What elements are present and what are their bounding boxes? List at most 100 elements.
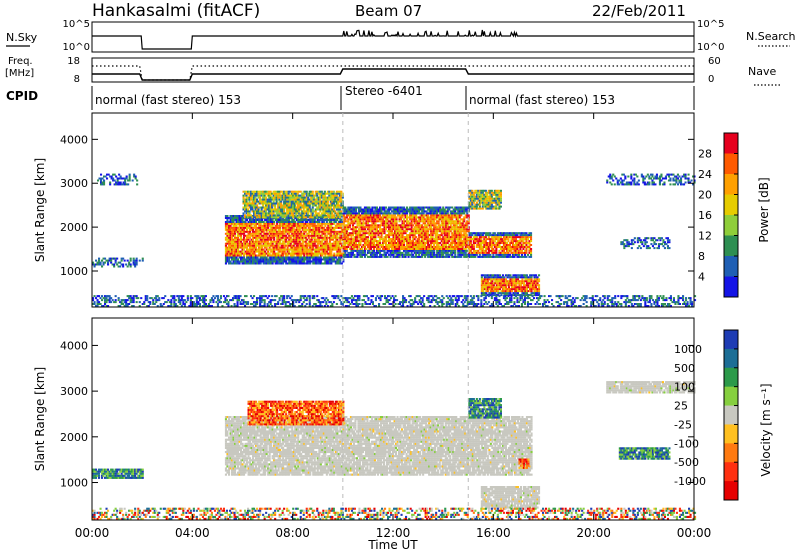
power-cell (324, 244, 327, 247)
power-cell (133, 173, 136, 176)
power-cell (314, 216, 317, 219)
power-cell (98, 263, 101, 266)
power-cell (299, 212, 302, 215)
power-cell (290, 198, 293, 201)
power-cell (265, 252, 268, 255)
power-cell (273, 254, 276, 257)
power-cell (300, 246, 303, 249)
cpid-segment-1: normal (fast stereo) 153 (95, 93, 241, 107)
power-cell (240, 222, 243, 225)
power-cell (235, 230, 238, 233)
power-cell (316, 192, 319, 195)
power-cell (336, 219, 339, 221)
power-cell (262, 240, 265, 243)
power-cell (347, 251, 350, 254)
power-cell (306, 238, 309, 241)
power-cell (297, 232, 300, 235)
power-cell (342, 253, 345, 256)
power-cell (307, 260, 310, 263)
power-cell (298, 260, 301, 263)
power-cell (251, 204, 254, 207)
power-cell (252, 221, 255, 223)
power-cell (341, 204, 344, 207)
power-cell (311, 196, 314, 199)
power-cell (292, 248, 295, 251)
power-cell (243, 226, 246, 229)
power-cell (292, 240, 295, 243)
power-cell (280, 208, 283, 211)
power-cell (301, 206, 304, 209)
power-cell (480, 238, 483, 241)
power-cell (306, 232, 309, 235)
power-cell (342, 248, 345, 250)
power-cell (272, 216, 275, 219)
power-cell (238, 256, 241, 259)
power-cell (342, 240, 345, 243)
power-cell (328, 238, 331, 241)
power-cell (267, 228, 270, 231)
power-cell (331, 236, 334, 239)
power-cell (337, 256, 340, 259)
power-cell (322, 228, 325, 231)
power-cell (331, 238, 334, 241)
power-cell (253, 202, 256, 205)
power-cell (280, 196, 283, 199)
power-cell (291, 262, 294, 265)
power-cell (297, 234, 300, 237)
power-cell (231, 256, 234, 259)
power-cell (243, 228, 246, 231)
power-cell (403, 244, 406, 246)
power-cell (273, 260, 276, 263)
power-cell (268, 206, 271, 209)
power-cell (294, 222, 297, 225)
power-cell (469, 236, 472, 239)
power-cell (243, 244, 246, 247)
power-cell (248, 210, 251, 213)
power-cell (348, 244, 351, 246)
power-cell (114, 259, 117, 262)
power-cell (231, 222, 234, 225)
power-cell (262, 252, 265, 255)
power-cell (334, 200, 337, 203)
power-cell (295, 219, 298, 221)
power-cell (277, 244, 280, 247)
power-cell (265, 230, 268, 233)
power-cell (389, 212, 392, 215)
power-cell (368, 206, 371, 209)
power-cell (401, 251, 404, 254)
power-cell (345, 210, 348, 213)
power-cell (314, 194, 317, 197)
power-cell (263, 194, 266, 197)
power-cell (273, 248, 276, 251)
power-cell (345, 240, 348, 243)
power-cell (294, 246, 297, 249)
power-cell (283, 234, 286, 237)
power-cell (282, 236, 285, 239)
power-cell (251, 200, 254, 203)
power-cell (256, 240, 259, 243)
power-cell (307, 224, 310, 227)
power-cell (306, 262, 309, 265)
power-cell (238, 226, 241, 229)
power-cell (262, 196, 265, 199)
power-cell (224, 244, 227, 247)
power-cell (289, 256, 292, 259)
power-cell (467, 230, 470, 233)
power-cell (103, 181, 106, 184)
power-cell (241, 244, 244, 247)
power-cell (329, 192, 332, 195)
power-cell (340, 230, 343, 233)
power-cell (269, 204, 272, 207)
power-cell (266, 204, 269, 207)
power-cell (310, 212, 313, 215)
power-cell (247, 238, 250, 241)
power-cell (350, 236, 353, 239)
power-cell (299, 202, 302, 205)
power-cell (327, 244, 330, 247)
power-cell (271, 221, 274, 223)
power-cell (319, 219, 322, 221)
power-cell (247, 210, 250, 213)
power-cell (271, 216, 274, 219)
power-cell (295, 252, 298, 255)
power-cell (255, 238, 258, 241)
